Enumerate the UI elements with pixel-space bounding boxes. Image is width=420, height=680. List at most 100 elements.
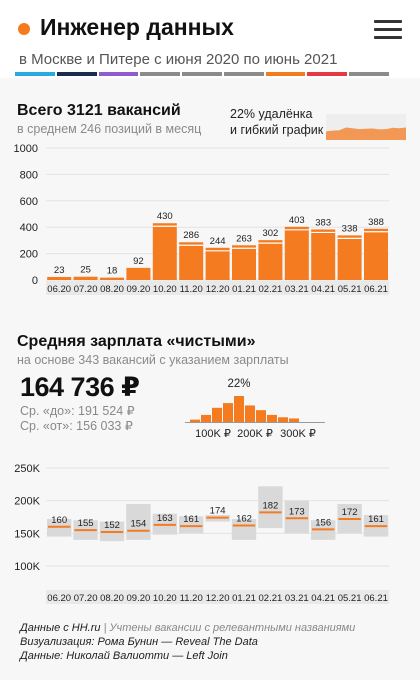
bar <box>311 229 336 280</box>
y-tick-label: 200 <box>20 249 38 261</box>
y-tick-label: 100K <box>14 561 40 573</box>
y-tick-label: 800 <box>20 169 38 181</box>
color-strip-segment <box>15 72 55 76</box>
y-tick-label: 150K <box>14 528 40 540</box>
bar <box>337 235 362 280</box>
x-tick-label: 06.21 <box>364 593 388 604</box>
remote-work-label-line2: и гибкий график <box>230 123 324 137</box>
bar-value-label: 286 <box>183 230 199 241</box>
x-tick-label: 09.20 <box>127 284 151 295</box>
hamburger-menu-icon[interactable] <box>374 18 402 42</box>
bar <box>258 240 283 280</box>
median-value-label: 160 <box>51 515 67 526</box>
bar <box>364 228 388 280</box>
histogram-bar <box>267 414 277 422</box>
color-strip-segment <box>98 72 139 76</box>
x-tick-label: 10.20 <box>153 284 177 295</box>
color-strip <box>15 72 391 76</box>
footer-data-credit: Данные: Николай Валиотти — Left Join <box>20 650 228 662</box>
histogram-bar <box>256 410 266 422</box>
title-dot-icon <box>18 23 30 35</box>
main-content: Всего 3121 вакансий в среднем 246 позици… <box>0 78 420 680</box>
sparkline-area <box>326 127 406 140</box>
bar <box>100 277 124 280</box>
bar <box>73 276 98 280</box>
remote-work-sparkline <box>326 114 406 140</box>
y-tick-label: 0 <box>32 275 38 287</box>
bar <box>179 242 204 280</box>
salary-range-band <box>284 500 309 534</box>
x-tick-label: 11.20 <box>180 593 203 604</box>
histogram-tick-label: 100K ₽ <box>195 428 231 440</box>
salary-range-band <box>179 516 204 534</box>
y-tick-label: 1000 <box>14 143 38 155</box>
median-value-label: 182 <box>262 500 278 511</box>
median-value-label: 156 <box>315 517 331 528</box>
average-salary-value: 164 736 ₽ <box>20 372 140 402</box>
x-tick-label: 11.20 <box>180 284 203 295</box>
color-strip-segment <box>140 72 181 76</box>
x-tick-label: 05.21 <box>338 284 362 295</box>
x-axis-band <box>46 281 390 295</box>
x-tick-label: 06.21 <box>364 284 388 295</box>
page-title: Инженер данных <box>40 14 234 40</box>
y-tick-label: 200K <box>14 496 40 508</box>
x-axis-band <box>46 590 390 604</box>
histogram-bar <box>278 417 288 422</box>
bar <box>232 245 256 280</box>
histogram-bar <box>289 418 299 422</box>
footer-source: Данные с HH.ru | Учтены вакансии с релев… <box>20 621 355 635</box>
bar-value-label: 18 <box>107 266 118 277</box>
bar <box>126 267 151 280</box>
salary-subtitle: на основе 343 вакансий с указанием зарпл… <box>17 353 289 367</box>
median-value-label: 155 <box>78 518 94 529</box>
histogram-bar <box>223 403 233 422</box>
median-value-label: 162 <box>236 513 252 524</box>
histogram-bar <box>234 396 244 422</box>
median-value-label: 154 <box>130 519 146 530</box>
x-tick-label: 03.21 <box>285 284 309 295</box>
histogram-bar <box>212 407 222 422</box>
median-value-label: 174 <box>210 506 226 517</box>
y-tick-label: 400 <box>20 222 38 234</box>
salary-title: Средняя зарплата «чистыми» <box>17 333 256 350</box>
bar-value-label: 383 <box>315 217 331 228</box>
color-strip-segment <box>307 72 348 76</box>
x-tick-label: 08.20 <box>100 593 124 604</box>
y-tick-label: 600 <box>20 196 38 208</box>
color-strip-segment <box>56 72 97 76</box>
x-tick-label: 06.20 <box>47 284 71 295</box>
bar-value-label: 25 <box>80 265 91 276</box>
median-value-label: 152 <box>104 520 120 531</box>
bar-value-label: 338 <box>342 223 358 234</box>
footer-source-link[interactable]: Данные с HH.ru <box>20 622 101 634</box>
median-value-label: 161 <box>183 514 199 525</box>
salary-range-chart: 250K 200K 150K 100K 160 155 152 154 163 161 174 162… <box>14 463 390 604</box>
histogram-bar <box>190 419 200 422</box>
bar-value-label: 302 <box>262 228 278 239</box>
x-tick-label: 01.21 <box>232 284 256 295</box>
histogram-bar <box>245 405 255 422</box>
x-tick-label: 02.21 <box>259 593 283 604</box>
x-tick-label: 02.21 <box>259 284 283 295</box>
histogram-peak-label: 22% <box>227 378 250 390</box>
bar-value-label: 23 <box>54 265 65 276</box>
bar <box>205 247 230 280</box>
x-tick-label: 01.21 <box>232 593 256 604</box>
bar-value-label: 92 <box>133 256 144 267</box>
color-strip-segment <box>265 72 306 76</box>
color-strip-segment <box>182 72 222 76</box>
histogram-bar <box>201 414 211 422</box>
x-tick-label: 04.21 <box>311 593 335 604</box>
bar-value-label: 430 <box>157 211 173 222</box>
x-tick-label: 09.20 <box>127 593 151 604</box>
bar-value-label: 244 <box>210 236 226 247</box>
median-value-label: 163 <box>157 513 173 524</box>
x-tick-label: 04.21 <box>311 284 335 295</box>
salary-histogram: 22% 100K ₽ 200K ₽ 300K ₽ <box>185 378 325 440</box>
y-tick-label: 250K <box>14 463 40 475</box>
footer-source-note: | Учтены вакансии с релевантными названи… <box>100 622 356 634</box>
page-subtitle: в Москве и Питере с июня 2020 по июнь 20… <box>19 51 338 68</box>
median-value-label: 172 <box>342 507 358 518</box>
average-lower-salary: Ср. «от»: 156 033 ₽ <box>20 419 133 433</box>
